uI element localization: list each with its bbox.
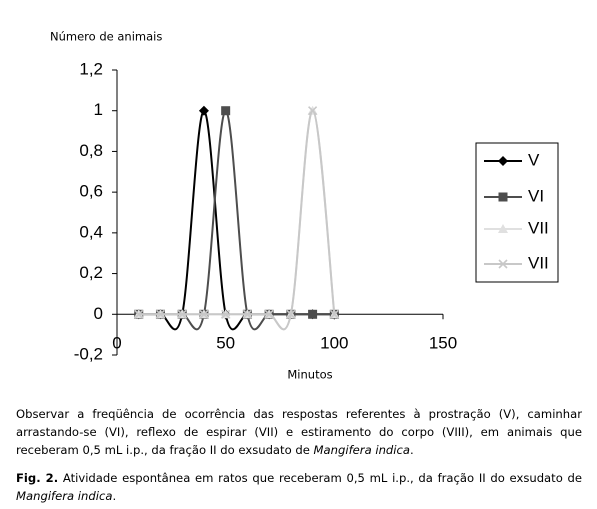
figure-label: Fig. 2. (16, 471, 59, 485)
data-point (308, 309, 318, 319)
series-line (138, 109, 335, 331)
data-point (177, 309, 187, 319)
y-axis-label: Número de animais (50, 30, 162, 44)
x-tick-label: 50 (216, 333, 235, 352)
legend-box (475, 142, 559, 283)
x-axis-label: Minutos (287, 368, 332, 382)
y-tick-label: 0,6 (79, 182, 103, 201)
series-line (138, 109, 336, 331)
data-point (221, 309, 231, 319)
caption-note: Observar a freqüência de ocorrência das … (16, 405, 582, 459)
data-point (242, 309, 252, 319)
data-point (155, 309, 166, 319)
data-point (199, 309, 209, 319)
data-point (264, 309, 274, 319)
data-point (198, 105, 209, 116)
caption-italic: Mangifera indica (313, 443, 410, 457)
legend-marker (498, 156, 508, 166)
y-tick-label: 0,8 (79, 141, 103, 160)
y-tick-label: 1 (94, 100, 103, 119)
y-tick-label: 0,2 (79, 263, 103, 282)
x-tick-label: 0 (112, 333, 121, 352)
y-tick-label: 0,4 (79, 222, 103, 241)
data-point (221, 106, 231, 116)
data-point (134, 309, 144, 319)
caption-text: . (409, 443, 414, 457)
caption-italic: Mangifera indica (16, 489, 113, 503)
caption-text: . (112, 489, 117, 503)
legend-marker (498, 259, 508, 269)
legend-label: V (528, 150, 540, 169)
legend-marker (498, 192, 508, 202)
data-point (286, 309, 296, 319)
y-tick-label: -0,2 (74, 344, 103, 363)
chart: Número de animais Minutos -0,2 0 0,2 0,4 0,6… (50, 30, 559, 382)
legend-label: VI (528, 186, 544, 205)
legend-label: VII (528, 253, 549, 272)
series-line (138, 109, 335, 331)
legend-label: VII (528, 218, 549, 237)
caption-figure: Fig. 2. Atividade espontânea em ratos qu… (16, 469, 582, 505)
y-tick-label: 0 (94, 304, 103, 323)
y-tick-label: 1,2 (79, 59, 103, 78)
series-line (138, 109, 336, 331)
x-tick-label: 100 (320, 333, 348, 352)
x-tick-label: 150 (429, 333, 457, 352)
caption-text: Observar a freqüência de ocorrência das … (16, 407, 582, 457)
data-point (329, 309, 339, 319)
data-point (308, 106, 318, 116)
legend-marker (498, 224, 508, 233)
caption-text: Atividade espontânea em ratos que recebe… (58, 471, 583, 485)
